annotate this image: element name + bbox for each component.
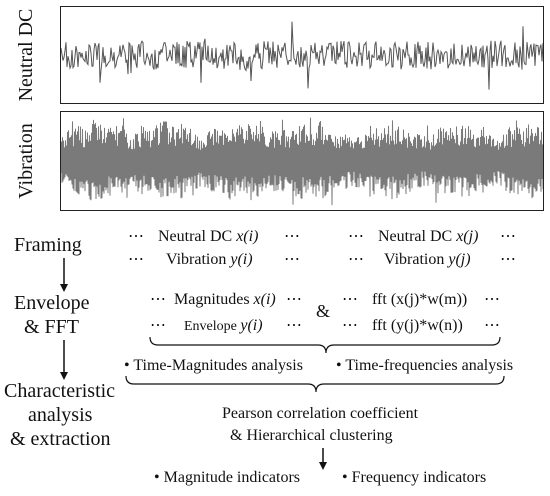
envelope-var: y(i) — [240, 317, 263, 334]
ampersand: & — [316, 301, 331, 321]
framing-right-dc: Neutral DC x(j) — [378, 228, 478, 246]
framing-ellipsis: ⋯ — [128, 251, 145, 268]
vibration-plot — [60, 111, 544, 211]
framing-ellipsis: ⋯ — [284, 228, 301, 245]
envelope-ellipsis: ⋯ — [342, 317, 359, 334]
stage-fft: & FFT — [24, 316, 80, 338]
envelope-ellipsis: ⋯ — [484, 317, 501, 334]
framing-ellipsis: ⋯ — [500, 228, 517, 245]
bullet-icon: • — [342, 469, 348, 486]
envelope-ellipsis: ⋯ — [286, 317, 303, 334]
time-frequencies-analysis: • Time-frequencies analysis — [336, 357, 513, 375]
neutral-dc-label: Neutral DC — [15, 8, 37, 102]
envelope-ellipsis: ⋯ — [342, 291, 359, 308]
stage-extraction: & extraction — [10, 428, 111, 450]
stage-framing: Framing — [14, 234, 82, 256]
hierarchical-clustering: & Hierarchical clustering — [230, 427, 393, 444]
magnitudes-var: x(i) — [253, 291, 276, 308]
envelope-ellipsis: ⋯ — [150, 317, 167, 334]
envelope-term: Envelope y(i) — [184, 318, 263, 335]
envelope-label: Envelope — [184, 319, 237, 334]
fft-x-term: fft (x(j)*w(m)) — [372, 291, 468, 308]
neutral-dc-trace — [61, 21, 543, 90]
bullet-icon: • — [124, 357, 130, 374]
framing-ellipsis: ⋯ — [128, 228, 145, 245]
bullet-icon: • — [154, 469, 160, 486]
framing-left-dc-label: Neutral DC — [158, 228, 233, 245]
frequency-indicators: • Frequency indicators — [342, 469, 486, 487]
envelope-ellipsis: ⋯ — [484, 291, 501, 308]
vibration-waveform — [61, 117, 543, 206]
framing-right-vib-label: Vibration — [384, 251, 445, 268]
framing-ellipsis: ⋯ — [500, 251, 517, 268]
magnitudes-label: Magnitudes — [174, 291, 250, 308]
magnitudes-term: Magnitudes x(i) — [174, 291, 276, 309]
framing-ellipsis: ⋯ — [284, 251, 301, 268]
pearson-correlation: Pearson correlation coefficient — [222, 405, 419, 422]
fft-y-term: fft (y(j)*w(n)) — [372, 317, 463, 334]
magnitude-indicators: • Magnitude indicators — [154, 469, 300, 487]
magnitude-indicators-label: Magnitude indicators — [163, 469, 301, 486]
stage-analysis: analysis — [28, 404, 93, 426]
framing-ellipsis: ⋯ — [348, 251, 365, 268]
framing-left-vib: Vibration y(i) — [166, 251, 253, 269]
vibration-trace — [61, 117, 543, 206]
vibration-label: Vibration — [15, 123, 37, 199]
framing-left-dc-var: x(i) — [236, 228, 259, 245]
time-magnitudes-label: Time-Magnitudes analysis — [133, 357, 303, 374]
framing-right-vib: Vibration y(j) — [384, 251, 471, 269]
framing-left-vib-var: y(i) — [230, 251, 253, 268]
framing-left-dc: Neutral DC x(i) — [158, 228, 258, 246]
framing-right-dc-var: x(j) — [456, 228, 479, 245]
stage-envelope: Envelope — [14, 292, 90, 314]
envelope-ellipsis: ⋯ — [286, 291, 303, 308]
frequency-indicators-label: Frequency indicators — [351, 469, 487, 486]
time-magnitudes-analysis: • Time-Magnitudes analysis — [124, 357, 303, 375]
envelope-ellipsis: ⋯ — [150, 291, 167, 308]
stage-characteristic: Characteristic — [4, 380, 116, 402]
bullet-icon: • — [336, 357, 342, 374]
time-frequencies-label: Time-frequencies analysis — [345, 357, 514, 374]
framing-right-vib-var: y(j) — [448, 251, 471, 268]
neutral-dc-plot — [60, 6, 544, 104]
framing-right-dc-label: Neutral DC — [378, 228, 453, 245]
framing-ellipsis: ⋯ — [348, 228, 365, 245]
neutral-dc-waveform — [61, 21, 543, 90]
framing-left-vib-label: Vibration — [166, 251, 227, 268]
